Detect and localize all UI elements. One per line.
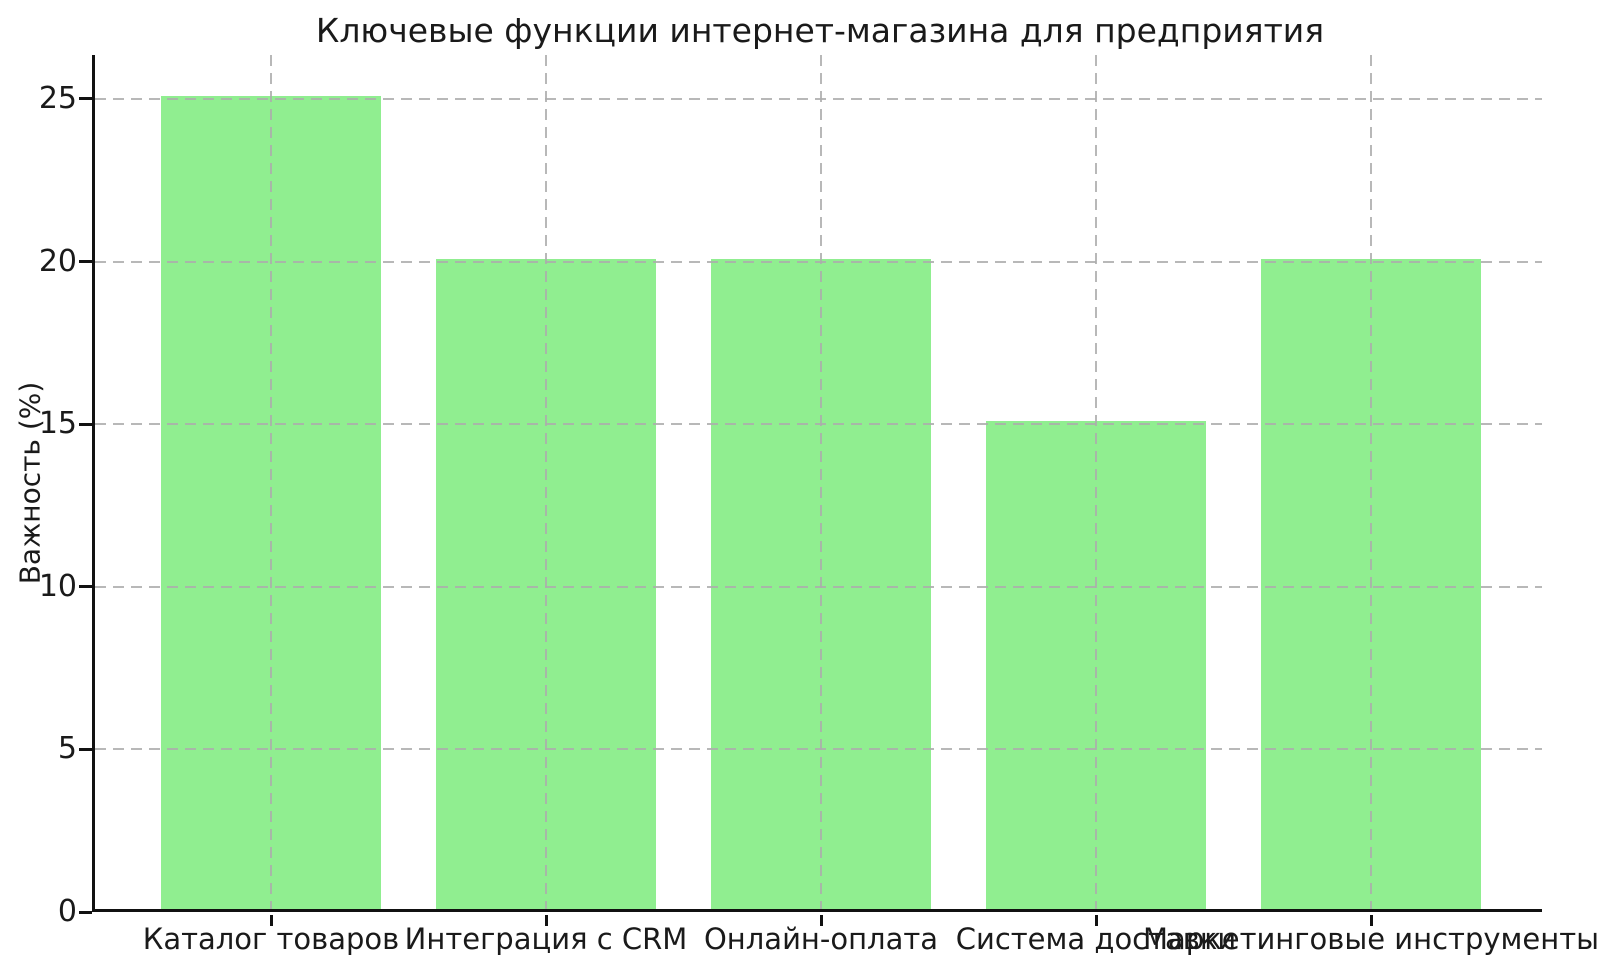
x-grid-line xyxy=(820,55,822,909)
x-tick xyxy=(1094,915,1098,926)
y-grid-line xyxy=(95,748,1542,751)
plot-area: 0 5 10 15 20 25 Каталог товаров Интеграция с CR… xyxy=(39,55,1599,956)
y-grid-line xyxy=(95,97,1542,100)
y-tick xyxy=(79,585,92,589)
y-grid-line xyxy=(95,423,1542,426)
y-tick xyxy=(79,260,92,264)
y-tick-label: 10 xyxy=(38,568,77,604)
x-tick xyxy=(544,915,548,926)
x-tick-label-2: Интеграция с CRM xyxy=(404,922,688,956)
x-tick-label-3: Онлайн-оплата xyxy=(703,922,939,956)
x-grid-line xyxy=(270,55,272,909)
y-tick-label: 15 xyxy=(38,406,77,442)
y-tick xyxy=(79,97,92,101)
chart-title: Ключевые функции интернет-магазина для п… xyxy=(315,11,1325,50)
x-grid-line xyxy=(545,55,547,909)
y-tick-label: 0 xyxy=(57,894,77,929)
x-tick-label-5: Маркетинговые инструменты xyxy=(1143,922,1599,956)
x-grid-line xyxy=(1370,55,1372,909)
x-tick xyxy=(1369,915,1373,926)
x-grid-line xyxy=(1095,55,1097,909)
x-tick-label-1: Каталог товаров xyxy=(142,922,400,956)
y-grid-line xyxy=(95,260,1542,263)
y-tick-label: 20 xyxy=(38,243,77,279)
x-tick-label-4: Система доставки xyxy=(955,922,1237,956)
y-tick-label: 5 xyxy=(57,731,77,767)
y-tick xyxy=(79,910,92,914)
y-grid-line xyxy=(95,585,1542,588)
x-tick xyxy=(269,915,273,926)
x-tick xyxy=(819,915,823,926)
y-tick xyxy=(79,422,92,426)
y-tick xyxy=(79,747,92,751)
y-tick-label: 25 xyxy=(38,80,77,116)
